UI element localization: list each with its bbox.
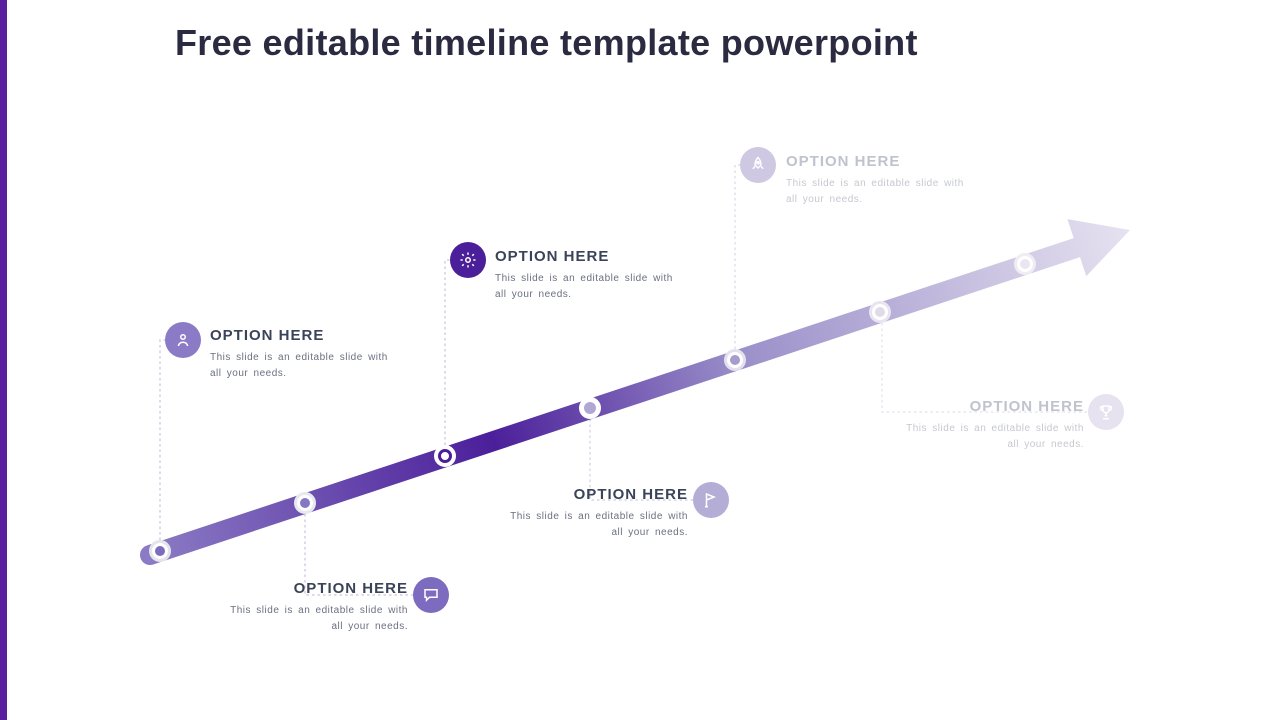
timeline-text-block: OPTION HERE This slide is an editable sli…	[904, 398, 1084, 453]
option-desc: This slide is an editable slide with all…	[904, 421, 1084, 453]
gear-icon	[450, 242, 486, 278]
timeline-text-block: OPTION HERE This slide is an editable sli…	[786, 153, 966, 208]
option-desc: This slide is an editable slide with all…	[228, 603, 408, 635]
chat-icon	[413, 577, 449, 613]
option-desc: This slide is an editable slide with all…	[786, 176, 966, 208]
timeline-canvas	[0, 0, 1280, 720]
option-desc: This slide is an editable slide with all…	[508, 509, 688, 541]
timeline-marker	[1014, 253, 1036, 275]
accent-bar	[0, 0, 7, 720]
timeline-marker	[149, 540, 171, 562]
option-desc: This slide is an editable slide with all…	[495, 271, 675, 303]
timeline-marker	[724, 349, 746, 371]
connector-line	[735, 165, 757, 360]
person-icon	[165, 322, 201, 358]
option-heading: OPTION HERE	[904, 398, 1084, 415]
flag-icon	[693, 482, 729, 518]
timeline-text-block: OPTION HERE This slide is an editable sli…	[210, 327, 390, 382]
timeline-marker	[579, 397, 601, 419]
option-heading: OPTION HERE	[508, 486, 688, 503]
connector-line	[882, 312, 1105, 412]
timeline-marker	[434, 445, 456, 467]
connector-line	[160, 340, 182, 551]
timeline-text-block: OPTION HERE This slide is an editable sli…	[495, 248, 675, 303]
page-title: Free editable timeline template powerpoi…	[175, 22, 918, 64]
option-heading: OPTION HERE	[210, 327, 390, 344]
option-heading: OPTION HERE	[786, 153, 966, 170]
timeline-marker	[869, 301, 891, 323]
connector-line	[445, 260, 468, 456]
rocket-icon	[740, 147, 776, 183]
option-heading: OPTION HERE	[228, 580, 408, 597]
option-heading: OPTION HERE	[495, 248, 675, 265]
trophy-icon	[1088, 394, 1124, 430]
timeline-marker	[294, 492, 316, 514]
option-desc: This slide is an editable slide with all…	[210, 350, 390, 382]
timeline-text-block: OPTION HERE This slide is an editable sli…	[508, 486, 688, 541]
timeline-text-block: OPTION HERE This slide is an editable sli…	[228, 580, 408, 635]
